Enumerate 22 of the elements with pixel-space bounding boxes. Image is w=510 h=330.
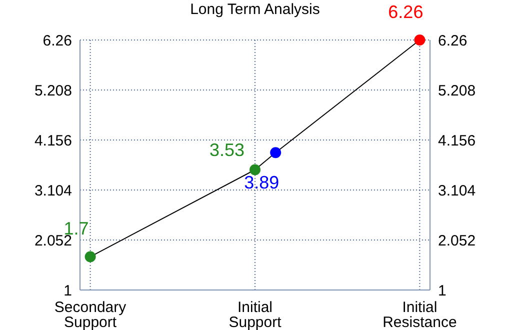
y-tick-label: 6.26: [42, 32, 72, 50]
y2-tick-label: 3.104: [438, 182, 476, 200]
point: [414, 34, 426, 46]
y2-tick-label: 6.26: [438, 32, 468, 50]
point: [84, 251, 96, 262]
data-label: 6.26: [388, 2, 424, 22]
data-label: 3.89: [244, 172, 280, 193]
point: [250, 164, 260, 176]
chart-title: Long Term Analysis: [190, 1, 320, 18]
x-tick-label: Initial Resistance: [382, 299, 457, 330]
y-tick-label: 3.104: [34, 182, 72, 200]
point: [270, 147, 282, 158]
y-tick-label: 1: [64, 282, 72, 300]
x-tick-label: Initial Support: [228, 299, 282, 330]
y2-tick-label: 4.156: [438, 132, 476, 150]
y-tick-label: 5.208: [34, 82, 72, 100]
x-tick-label: Secondary Support: [54, 299, 127, 330]
y2-tick-label: 2.052: [438, 232, 476, 250]
y-tick-label: 4.156: [34, 132, 72, 150]
data-label: 3.53: [209, 140, 245, 160]
y2-tick-label: 1: [438, 282, 446, 300]
y2-tick-label: 5.208: [438, 82, 476, 100]
